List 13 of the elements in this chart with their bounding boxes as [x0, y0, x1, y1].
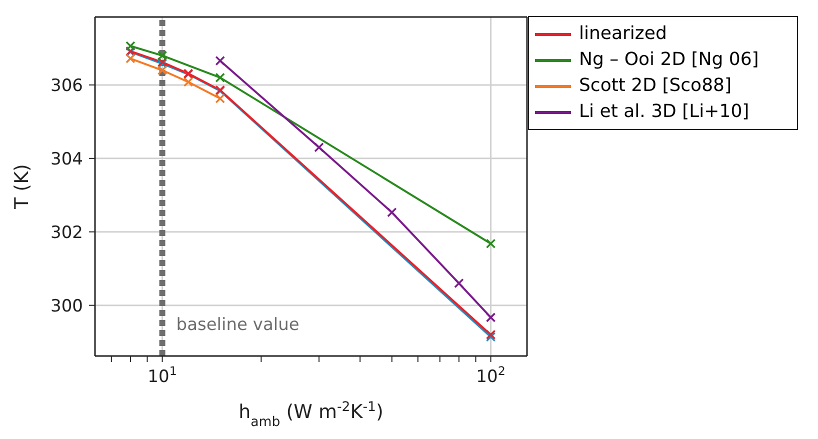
- y-tick-label: 306: [50, 76, 83, 96]
- y-tick-label: 300: [50, 296, 83, 316]
- x-tick-label: 10$^{2}$: [476, 364, 506, 387]
- y-tick-label: 304: [50, 149, 83, 170]
- x-axis-title: h$_{amb}$ (W m$^{-2}$K$^{-1}$): [238, 400, 384, 430]
- legend-label: Ng – Ooi 2D [Ng 06]: [579, 48, 759, 72]
- x-tick-label: 10$^{1}$: [148, 364, 177, 387]
- ref-line-label: baseline value: [176, 315, 300, 335]
- y-tick-label: 302: [50, 222, 83, 243]
- legend-label: linearized: [579, 22, 667, 46]
- y-axis-title: T (K): [11, 164, 33, 210]
- legend-label: Li et al. 3D [Li+10]: [579, 100, 750, 124]
- legend-label: Scott 2D [Sco88]: [579, 74, 732, 98]
